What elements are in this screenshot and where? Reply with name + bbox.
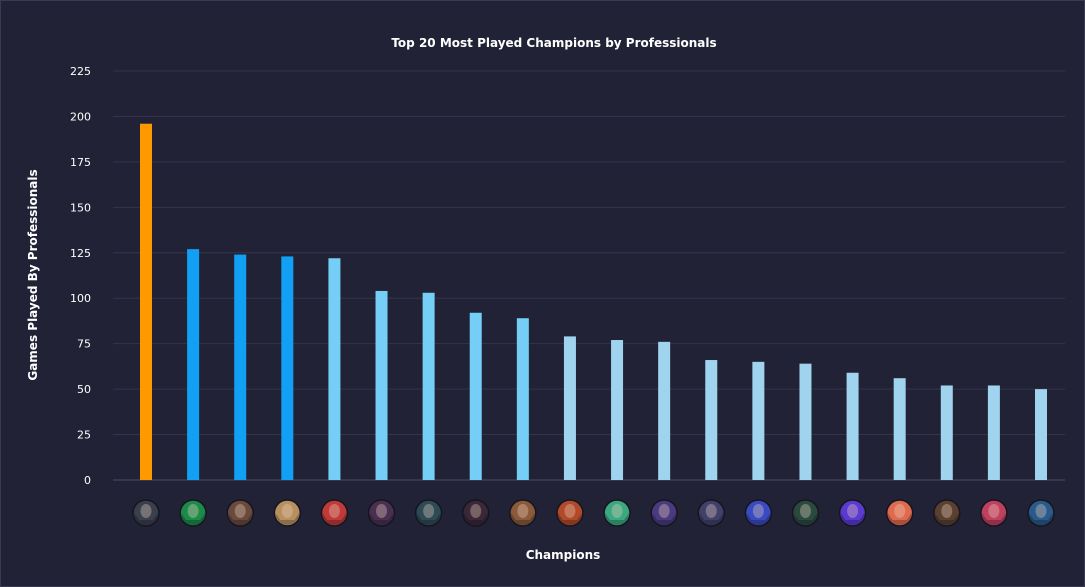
champion-portrait-icon xyxy=(320,499,349,527)
champion-portrait-icon xyxy=(509,499,537,527)
y-tick-label: 175 xyxy=(70,156,91,169)
bar[interactable] xyxy=(328,258,341,480)
bar[interactable] xyxy=(940,385,953,480)
bar[interactable] xyxy=(658,341,671,480)
champion-portrait-icon xyxy=(650,499,678,527)
y-tick-label: 150 xyxy=(70,201,91,214)
bar[interactable] xyxy=(987,385,1000,480)
chart-title: Top 20 Most Played Champions by Professi… xyxy=(391,36,716,50)
champion-portrait-icon xyxy=(226,499,254,527)
champion-portrait-icon xyxy=(603,499,631,527)
champion-portrait-icon xyxy=(1027,499,1055,527)
y-tick-label: 25 xyxy=(77,429,91,442)
y-tick-label: 75 xyxy=(77,338,91,351)
y-tick-label: 50 xyxy=(77,383,91,396)
bar[interactable] xyxy=(752,361,765,480)
champion-portrait-icon xyxy=(414,499,443,527)
champion-portrait-icon xyxy=(697,499,726,527)
champion-portrait-icon xyxy=(556,499,584,527)
y-tick-label: 225 xyxy=(70,65,91,78)
y-tick-label: 125 xyxy=(70,247,91,260)
champion-portrait-icon xyxy=(980,499,1008,527)
bar[interactable] xyxy=(375,290,388,480)
bar[interactable] xyxy=(234,254,247,480)
x-axis-title: Champions xyxy=(526,548,601,562)
bar[interactable] xyxy=(422,292,435,480)
champion-portrait-icon xyxy=(791,499,820,527)
y-tick-label: 200 xyxy=(70,110,91,123)
champion-portrait-icon xyxy=(885,499,914,527)
y-axis-title: Games Played By Professionals xyxy=(26,169,40,380)
bar[interactable] xyxy=(563,336,576,480)
bar[interactable] xyxy=(611,340,624,480)
bar[interactable] xyxy=(846,372,859,480)
bar[interactable] xyxy=(140,123,152,481)
x-axis-champion-icons xyxy=(132,499,1055,527)
y-tick-label: 100 xyxy=(70,292,91,305)
bar[interactable] xyxy=(799,363,812,480)
bar[interactable] xyxy=(705,360,718,480)
champion-portrait-icon xyxy=(933,499,961,527)
champion-portrait-icon xyxy=(744,499,773,527)
bars xyxy=(140,123,1047,481)
bar[interactable] xyxy=(1035,389,1047,480)
champion-portrait-icon xyxy=(179,499,207,527)
champion-portrait-icon xyxy=(838,499,867,527)
y-tick-label: 0 xyxy=(84,474,91,487)
gridlines xyxy=(113,70,1065,481)
bar[interactable] xyxy=(516,318,529,480)
bar[interactable] xyxy=(469,312,482,480)
bar[interactable] xyxy=(281,256,294,480)
bar[interactable] xyxy=(893,378,906,480)
champion-portrait-icon xyxy=(461,499,490,527)
champion-portrait-icon xyxy=(132,499,160,527)
champion-portrait-icon xyxy=(273,499,302,527)
y-axis-ticks: 0 25 50 75 100 125 150 175 200 225 xyxy=(70,65,91,487)
champion-portrait-icon xyxy=(367,499,396,527)
bar[interactable] xyxy=(187,249,200,480)
